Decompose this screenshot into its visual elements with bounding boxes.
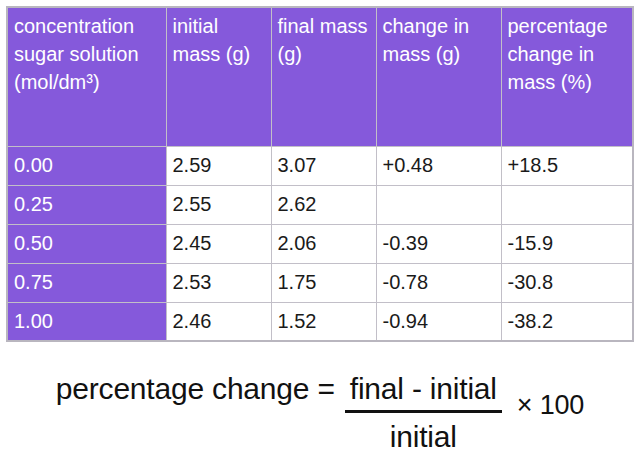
table-row: 0.50 2.45 2.06 -0.39 -15.9 bbox=[7, 224, 633, 263]
formula-multiplier: × 100 bbox=[517, 392, 584, 419]
cell-initial-mass: 2.53 bbox=[166, 263, 271, 302]
header-cell-concentration: concentration sugar solution (mol/dm³) bbox=[7, 7, 166, 146]
cell-percentage-change: -38.2 bbox=[501, 302, 633, 341]
cell-concentration: 0.50 bbox=[7, 224, 166, 263]
formula-lhs: percentage change = bbox=[56, 371, 335, 405]
cell-final-mass: 2.06 bbox=[271, 224, 376, 263]
cell-initial-mass: 2.55 bbox=[166, 185, 271, 224]
cell-change-in-mass: -0.78 bbox=[376, 263, 501, 302]
cell-final-mass: 2.62 bbox=[271, 185, 376, 224]
header-cell-initial-mass: initial mass (g) bbox=[166, 7, 271, 146]
cell-concentration: 0.25 bbox=[7, 185, 166, 224]
cell-change-in-mass: +0.48 bbox=[376, 146, 501, 185]
cell-initial-mass: 2.46 bbox=[166, 302, 271, 341]
cell-percentage-change: -30.8 bbox=[501, 263, 633, 302]
results-table: concentration sugar solution (mol/dm³) i… bbox=[6, 6, 634, 342]
header-cell-percentage-change: percentage change in mass (%) bbox=[501, 7, 633, 146]
cell-final-mass: 1.75 bbox=[271, 263, 376, 302]
table-row: 1.00 2.46 1.52 -0.94 -38.2 bbox=[7, 302, 633, 341]
formula-fraction: final - initial initial bbox=[345, 371, 502, 453]
cell-initial-mass: 2.59 bbox=[166, 146, 271, 185]
formula-denominator: initial bbox=[345, 413, 502, 453]
percentage-change-formula: percentage change = final - initial init… bbox=[6, 371, 634, 453]
cell-initial-mass: 2.45 bbox=[166, 224, 271, 263]
header-cell-final-mass: final mass (g) bbox=[271, 7, 376, 146]
cell-change-in-mass: -0.39 bbox=[376, 224, 501, 263]
page: concentration sugar solution (mol/dm³) i… bbox=[0, 0, 640, 457]
cell-percentage-change: +18.5 bbox=[501, 146, 633, 185]
table-row: 0.75 2.53 1.75 -0.78 -30.8 bbox=[7, 263, 633, 302]
table-row: 0.00 2.59 3.07 +0.48 +18.5 bbox=[7, 146, 633, 185]
cell-concentration: 0.75 bbox=[7, 263, 166, 302]
cell-concentration: 0.00 bbox=[7, 146, 166, 185]
formula-numerator: final - initial bbox=[345, 371, 502, 413]
header-cell-change-in-mass: change in mass (g) bbox=[376, 7, 501, 146]
cell-percentage-change: -15.9 bbox=[501, 224, 633, 263]
cell-change-in-mass bbox=[376, 185, 501, 224]
cell-percentage-change bbox=[501, 185, 633, 224]
table-row: 0.25 2.55 2.62 bbox=[7, 185, 633, 224]
cell-final-mass: 1.52 bbox=[271, 302, 376, 341]
cell-concentration: 1.00 bbox=[7, 302, 166, 341]
cell-final-mass: 3.07 bbox=[271, 146, 376, 185]
header-row: concentration sugar solution (mol/dm³) i… bbox=[7, 7, 633, 146]
cell-change-in-mass: -0.94 bbox=[376, 302, 501, 341]
